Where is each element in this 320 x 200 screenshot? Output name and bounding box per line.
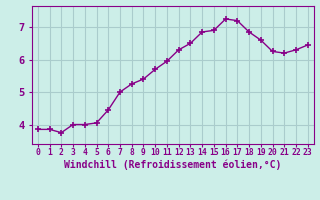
X-axis label: Windchill (Refroidissement éolien,°C): Windchill (Refroidissement éolien,°C) [64,160,282,170]
